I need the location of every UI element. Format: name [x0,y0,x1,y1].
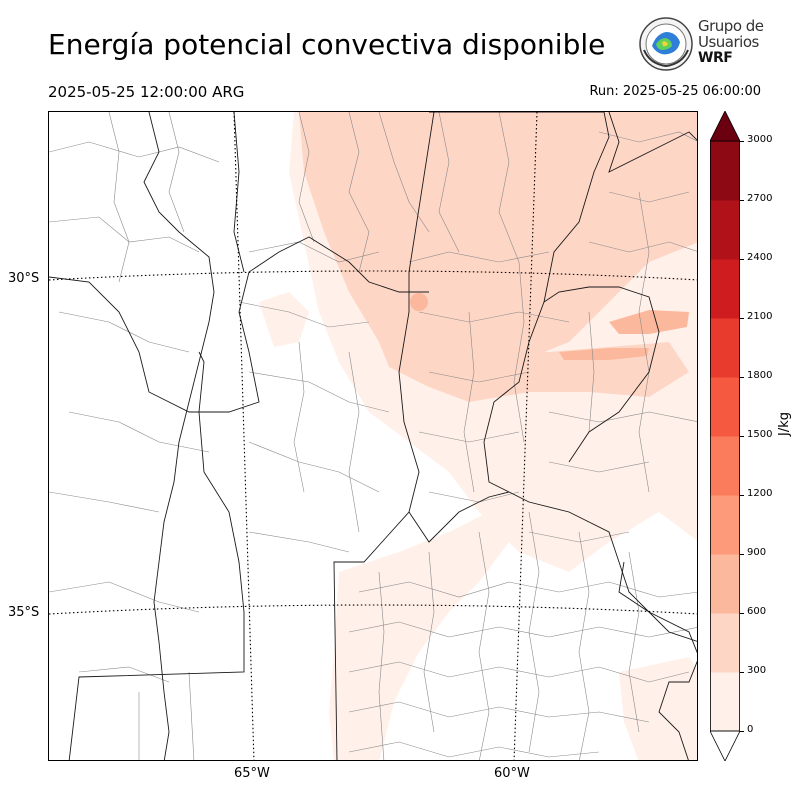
logo-line2: Usuarios [698,33,759,51]
colorbar-tick-mark [740,730,744,732]
lat-35s-line [49,604,697,615]
colorbar-tick-mark [740,199,744,201]
province-line-3 [68,351,245,760]
run-time: Run: 2025-05-25 06:00:00 [589,84,761,99]
colorbar-tick-label: 1800 [747,370,773,381]
colorbar-frame [710,140,740,732]
valid-time: 2025-05-25 12:00:00 ARG [48,83,245,101]
province-line-2 [233,112,245,273]
province-line-1 [49,236,429,413]
department-boundaries [49,112,697,760]
lat-label-35s: 35°S [8,605,40,620]
colorbar-tick-mark [740,553,744,555]
colorbar-tick-label: 3000 [747,134,773,145]
lon-label-65w: 65°W [234,766,270,781]
coast-line [608,112,697,760]
colorbar [710,111,740,761]
wrf-globe-emblem-icon [639,17,693,71]
colorbar-tick-mark [740,258,744,260]
colorbar-tick-label: 300 [747,665,767,676]
colorbar-tick-mark [740,376,744,378]
lat-30s-line [49,270,697,281]
logo-line1: Grupo de [698,17,764,35]
cape-field-south-east [619,657,697,760]
colorbar-tick-label: 1500 [747,429,773,440]
cape-field-east-streak-2 [559,348,649,360]
lon-label-60w: 60°W [494,766,530,781]
colorbar-tick-mark [740,317,744,319]
colorbar-tick-mark [740,494,744,496]
colorbar-tick-label: 2700 [747,193,773,204]
colorbar-bin-9 [710,141,740,201]
logo-line3: WRF [698,50,733,66]
lat-label-30s: 30°S [8,271,40,286]
colorbar-tick-label: 0 [747,724,754,735]
colorbar-unit: J/kg [777,412,792,436]
cape-field-west-patch [259,292,309,347]
colorbar-bin-5 [710,377,740,437]
colorbar-tick-mark [740,612,744,614]
colorbar-bin-0 [710,672,740,732]
cape-field-east-streak [609,310,689,334]
wrf-logo: Grupo de Usuarios WRF [638,16,768,72]
colorbar-tick-label: 2100 [747,311,773,322]
colorbar-bin-4 [710,436,740,496]
graticule [49,112,697,760]
colorbar-tick-label: 1200 [747,488,773,499]
andes-border [143,112,215,760]
colorbar-extend-min [710,730,740,761]
colorbar-bin-2 [710,554,740,614]
colorbar-tick-mark [740,671,744,673]
lon-60w-line [513,112,538,760]
province-boundaries [49,112,697,760]
province-line-6 [543,286,660,463]
colorbar-tick-label: 600 [747,606,767,617]
map-canvas [49,112,697,760]
colorbar-bin-7 [710,259,740,319]
cape-field-spot [410,293,428,311]
logo-text: Grupo de Usuarios WRF [698,18,764,66]
cape-shading-mid [299,112,697,402]
colorbar-bin-6 [710,318,740,378]
cape-field-south [329,512,509,760]
map-panel [48,111,698,761]
map-title: Energía potencial convectiva disponible [48,28,606,61]
colorbar-tick-label: 2400 [747,252,773,263]
colorbar-extend-max [710,111,740,142]
province-line-4 [333,112,435,760]
lon-65w-line [233,112,255,760]
colorbar-tick-mark [740,435,744,437]
colorbar-tick-label: 900 [747,547,767,558]
colorbar-tick-mark [740,140,744,142]
colorbar-bin-8 [710,200,740,260]
colorbar-bin-3 [710,495,740,555]
colorbar-bin-1 [710,613,740,673]
cape-field-core [299,112,697,377]
